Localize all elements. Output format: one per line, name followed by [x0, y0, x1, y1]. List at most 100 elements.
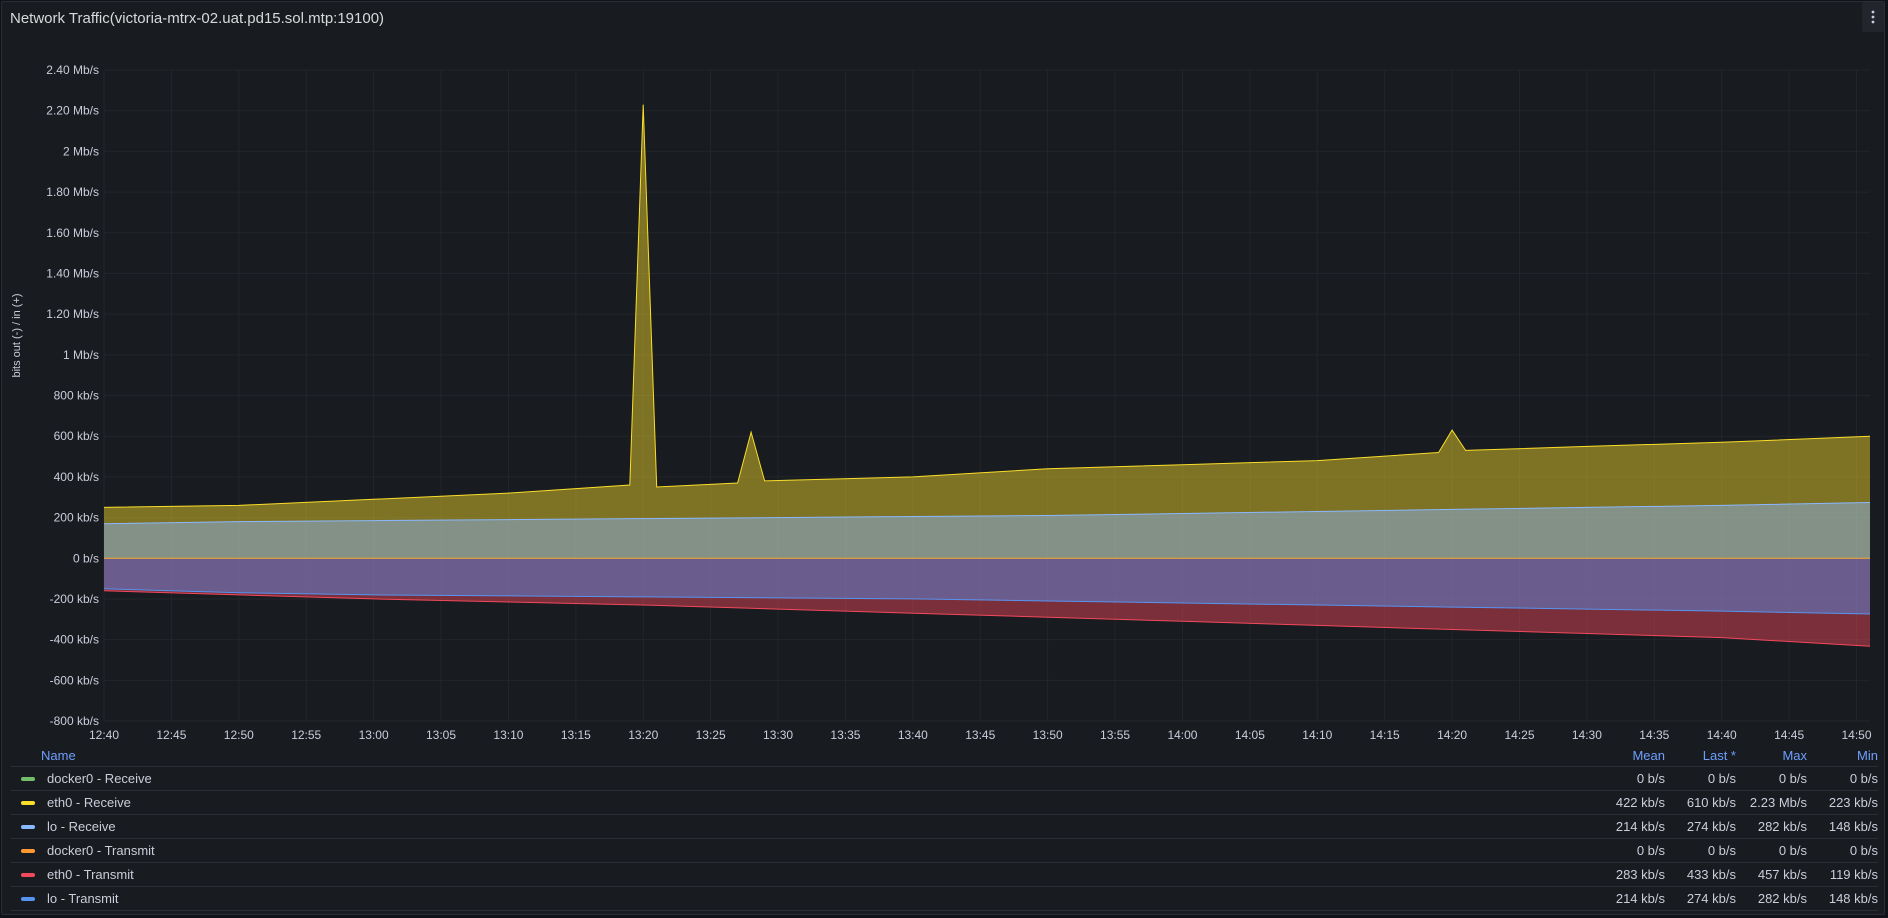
legend-last: 0 b/s	[1707, 843, 1736, 858]
legend-row[interactable]: eth0 - Receive 422 kb/s 610 kb/s 2.23 Mb/s 2…	[11, 791, 1878, 815]
legend-mean: 0 b/s	[1636, 771, 1665, 786]
legend-header-mean[interactable]: Mean	[1632, 748, 1665, 763]
x-tick-label: 14:35	[1639, 728, 1669, 742]
y-tick-label: 800 kb/s	[54, 389, 99, 403]
legend-max: 457 kb/s	[1757, 867, 1807, 882]
legend-header-last[interactable]: Last *	[1702, 748, 1736, 763]
series-line-eth0-transmit	[103, 590, 1871, 647]
x-tick-label: 14:05	[1235, 728, 1265, 742]
x-tick-label: 13:40	[898, 728, 928, 742]
legend-row[interactable]: lo - Receive 214 kb/s 274 kb/s 282 kb/s 148 …	[11, 815, 1878, 839]
x-tick-label: 14:50	[1842, 728, 1872, 742]
y-tick-label: 1.80 Mb/s	[46, 185, 99, 199]
x-tick-label: 13:05	[426, 728, 456, 742]
legend-last: 433 kb/s	[1686, 867, 1736, 882]
legend-series: docker0 - Transmit	[11, 843, 1594, 858]
vertical-ellipsis-icon	[1871, 10, 1875, 24]
x-tick-label: 13:50	[1033, 728, 1063, 742]
x-tick-label: 13:10	[493, 728, 523, 742]
legend-mean: 0 b/s	[1636, 843, 1665, 858]
y-tick-label: -400 kb/s	[50, 633, 99, 647]
legend-min: 148 kb/s	[1828, 819, 1878, 834]
series-name[interactable]: docker0 - Transmit	[47, 843, 155, 858]
legend-header: Name Mean Last * Max Min	[11, 745, 1878, 767]
series-area-lo-receive	[104, 502, 1870, 559]
x-tick-label: 13:30	[763, 728, 793, 742]
legend-series: eth0 - Transmit	[11, 867, 1594, 882]
legend-header-max[interactable]: Max	[1782, 748, 1807, 763]
legend-row[interactable]: lo - Transmit 214 kb/s 274 kb/s 282 kb/s 148…	[11, 887, 1878, 911]
legend-rows: docker0 - Receive 0 b/s 0 b/s 0 b/s 0 b/s eth…	[11, 767, 1878, 911]
legend-max: 0 b/s	[1778, 771, 1807, 786]
y-tick-label: 2.20 Mb/s	[46, 104, 99, 118]
series-line-eth0-receive	[103, 104, 1871, 508]
legend-max: 0 b/s	[1778, 843, 1807, 858]
series-name[interactable]: eth0 - Receive	[47, 795, 131, 810]
legend-series: lo - Receive	[11, 819, 1594, 834]
y-tick-label: 1.40 Mb/s	[46, 266, 99, 280]
y-tick-label: 200 kb/s	[54, 511, 99, 525]
legend-min: 0 b/s	[1849, 843, 1878, 858]
x-tick-label: 13:45	[965, 728, 995, 742]
y-tick-label: 2.40 Mb/s	[46, 63, 99, 77]
panel-menu-button[interactable]	[1862, 2, 1884, 32]
y-tick-label: -200 kb/s	[50, 592, 99, 606]
y-tick-label: 1.20 Mb/s	[46, 307, 99, 321]
x-tick-label: 12:50	[224, 728, 254, 742]
legend-series: lo - Transmit	[11, 891, 1594, 906]
series-color-swatch	[21, 896, 35, 901]
series-color-swatch	[21, 848, 35, 853]
x-tick-label: 12:55	[291, 728, 321, 742]
series-name[interactable]: lo - Receive	[47, 819, 116, 834]
y-tick-label: 2 Mb/s	[63, 144, 99, 158]
legend-series: eth0 - Receive	[11, 795, 1594, 810]
x-tick-label: 14:45	[1774, 728, 1804, 742]
legend-mean: 214 kb/s	[1615, 819, 1665, 834]
series-line-lo-transmit	[103, 588, 1871, 615]
series-area-eth0-receive	[104, 104, 1870, 559]
legend-min: 119 kb/s	[1829, 867, 1878, 882]
legend-row[interactable]: docker0 - Transmit 0 b/s 0 b/s 0 b/s 0 b/s	[11, 839, 1878, 863]
x-tick-label: 14:15	[1370, 728, 1400, 742]
series-name[interactable]: docker0 - Receive	[47, 771, 152, 786]
x-tick-label: 14:25	[1504, 728, 1534, 742]
time-series-chart[interactable]: 2.40 Mb/s 2.20 Mb/s 2 Mb/s 1.80 Mb/s 1.60 Mb…	[2, 2, 1886, 747]
x-tick-label: 14:40	[1707, 728, 1737, 742]
x-tick-label: 12:40	[89, 728, 119, 742]
legend-header-min[interactable]: Min	[1857, 748, 1878, 763]
legend-table: Name Mean Last * Max Min docker0 - Recei…	[11, 745, 1878, 911]
series-name[interactable]: eth0 - Transmit	[47, 867, 134, 882]
y-tick-label: -800 kb/s	[50, 714, 99, 728]
legend-last: 274 kb/s	[1686, 891, 1736, 906]
legend-series: docker0 - Receive	[11, 771, 1594, 786]
legend-mean: 422 kb/s	[1615, 795, 1665, 810]
legend-last: 0 b/s	[1707, 771, 1736, 786]
series-name[interactable]: lo - Transmit	[47, 891, 119, 906]
legend-min: 148 kb/s	[1828, 891, 1878, 906]
series-color-swatch	[21, 824, 35, 829]
legend-row[interactable]: eth0 - Transmit 283 kb/s 433 kb/s 457 kb/s 1…	[11, 863, 1878, 887]
legend-mean: 214 kb/s	[1615, 891, 1665, 906]
y-tick-label: 600 kb/s	[54, 429, 99, 443]
y-tick-label: 1 Mb/s	[63, 348, 99, 362]
series-area-eth0-transmit	[104, 558, 1870, 647]
legend-max: 282 kb/s	[1757, 819, 1807, 834]
x-tick-label: 13:15	[561, 728, 591, 742]
x-tick-label: 13:00	[359, 728, 389, 742]
y-axis-title: bits out (-) / in (+)	[11, 293, 23, 377]
x-tick-label: 13:20	[628, 728, 658, 742]
legend-min: 223 kb/s	[1828, 795, 1878, 810]
legend-max: 282 kb/s	[1757, 891, 1807, 906]
x-tick-label: 14:20	[1437, 728, 1467, 742]
x-tick-label: 14:10	[1302, 728, 1332, 742]
legend-row[interactable]: docker0 - Receive 0 b/s 0 b/s 0 b/s 0 b/s	[11, 767, 1878, 791]
y-tick-label: 400 kb/s	[54, 470, 99, 484]
legend-min: 0 b/s	[1849, 771, 1878, 786]
series-color-swatch	[21, 776, 35, 781]
legend-header-name[interactable]: Name	[41, 748, 76, 763]
x-tick-label: 14:30	[1572, 728, 1602, 742]
legend-max: 2.23 Mb/s	[1749, 795, 1807, 810]
x-tick-label: 14:00	[1167, 728, 1197, 742]
panel-title: Network Traffic(victoria-mtrx-02.uat.pd1…	[10, 10, 385, 27]
y-tick-label: -600 kb/s	[50, 673, 99, 687]
